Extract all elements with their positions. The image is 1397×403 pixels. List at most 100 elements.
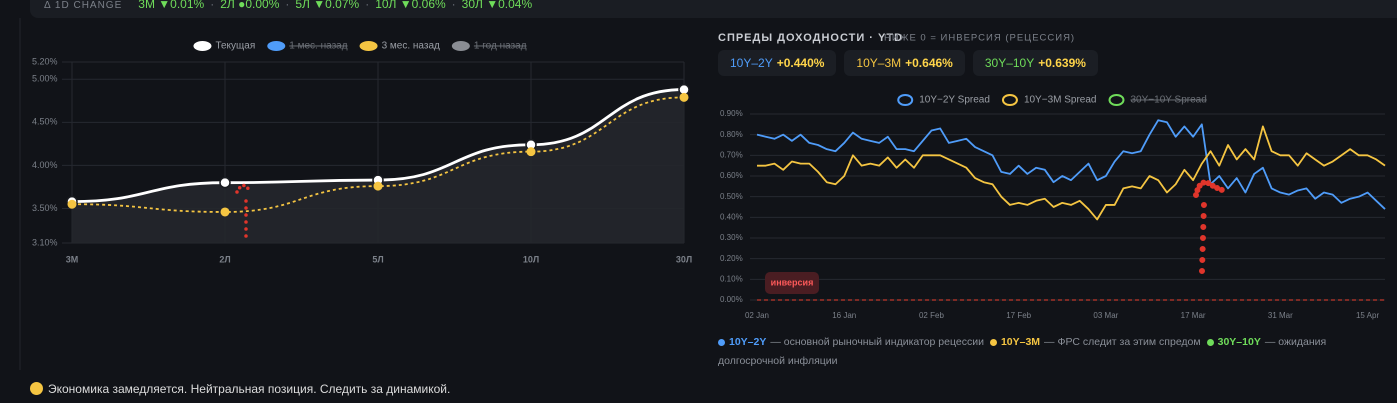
change-items: 3М ▼0.01% · 2Л ●0.00% · 5Л ▼0.07% · 10Л ▼0.06%…: [138, 0, 532, 11]
annotation-arrow: [1199, 200, 1207, 274]
legend-label: 1 год назад: [474, 41, 527, 52]
change-item: 2Л ●0.00%: [220, 0, 279, 11]
note-text: — ФРС следит за этим спредом: [1044, 336, 1201, 348]
x-tick-label: 17 Feb: [1006, 311, 1031, 320]
annotation-arrow: [235, 183, 251, 194]
badge: 10Y–3M +0.646%: [844, 50, 965, 76]
x-tick-label: 31 Mar: [1268, 311, 1293, 320]
y-tick-label: 3.10%: [32, 237, 58, 247]
note-dot: [1206, 338, 1214, 346]
badge: 10Y–2Y +0.440%: [718, 50, 837, 76]
y-tick-label: 0.30%: [720, 233, 743, 242]
change: ▼0.01%: [158, 0, 205, 11]
y-tick-label: 0.10%: [720, 274, 743, 283]
y-tick-label: 4.50%: [32, 117, 58, 127]
change-item: 3М ▼0.01%: [138, 0, 204, 11]
y-tick-label: 0.80%: [720, 130, 743, 139]
legend-icon: [267, 41, 286, 51]
annotation-box: [765, 272, 819, 294]
badge-label: 10Y–2Y: [730, 56, 773, 70]
note-text: — основной рыночный индикатор рецессии: [770, 336, 984, 348]
status-text: Экономика замедляется. Нейтральная позиц…: [48, 382, 451, 396]
y-tick-label: 0.70%: [720, 150, 743, 159]
change: ●0.00%: [238, 0, 280, 11]
badge-value: +0.639%: [1038, 56, 1086, 70]
x-tick-label: 5Л: [372, 254, 383, 264]
legend-label: 3 мес. назад: [382, 41, 440, 52]
point: [526, 147, 536, 157]
legend-label: 30Y−10Y Spread: [1131, 95, 1207, 106]
y-tick-label: 4.00%: [32, 160, 58, 170]
tenor: 2Л: [220, 0, 235, 11]
area-fill: [72, 89, 684, 243]
y-tick-label: 0.40%: [720, 212, 743, 221]
point: [220, 207, 230, 217]
x-tick-label: 03 Mar: [1093, 311, 1118, 320]
note-dot: [989, 338, 997, 346]
note-label: 30Y–10Y: [1217, 336, 1261, 348]
badge-label: 30Y–10Y: [984, 56, 1035, 70]
tenor: 30Л: [461, 0, 483, 11]
point: [373, 181, 383, 191]
x-tick-label: 17 Mar: [1181, 311, 1206, 320]
y-tick-label: 5.00%: [32, 74, 58, 84]
annotation-label: инверсия: [771, 277, 814, 287]
y-tick-label: 0.60%: [720, 171, 743, 180]
note-label: 10Y–3M: [1000, 336, 1041, 348]
change-item: 30Л ▼0.04%: [462, 0, 532, 11]
status: Экономика замедляется. Нейтральная позиц…: [30, 382, 450, 396]
series-line: [756, 119, 1386, 210]
badge-value: +0.440%: [776, 56, 825, 70]
spread-chart: 0.00% 0.10% 0.20% 0.30% 0.40% 0.50% 0.60% 0.70%…: [720, 94, 1386, 320]
x-tick-label: 02 Feb: [919, 311, 944, 320]
annotation-scribble: [235, 179, 1225, 274]
series-line: [757, 125, 1386, 221]
note-text: — ожидания долгосрочной инфляции: [718, 336, 1327, 367]
note: 10Y–2Y — основной рыночный индикатор реце…: [718, 336, 984, 348]
x-tick-label: 3М: [66, 254, 79, 264]
point: [679, 92, 689, 102]
legend-icon: [1108, 94, 1125, 106]
spread-subtitle: НИЖЕ 0 = ИНВЕРСИЯ (РЕЦЕССИЯ): [884, 33, 1075, 44]
separator: ·: [365, 0, 370, 11]
legend-icon: [897, 94, 914, 106]
tenor: 3М: [138, 0, 155, 11]
badge-label: 10Y–3M: [856, 56, 902, 70]
x-tick-label: 10Л: [523, 254, 539, 264]
legend-icon: [359, 41, 378, 51]
point: [219, 176, 231, 189]
y-tick-label: 0.90%: [720, 109, 743, 118]
legend: Текущая 1 мес. назад 3 мес. назад 1 год наз…: [193, 41, 527, 52]
x-tick-label: 16 Jan: [832, 311, 856, 320]
note-label: 10Y–2Y: [729, 336, 767, 348]
separator: ·: [451, 0, 456, 11]
change: ▼0.06%: [399, 0, 446, 11]
x-tick-label: 15 Apr: [1356, 311, 1379, 320]
change: ▼0.07%: [313, 0, 360, 11]
change-item: 10Л ▼0.06%: [375, 0, 445, 11]
spread-notes: 10Y–2Y — основной рыночный индикатор реце…: [718, 333, 1368, 371]
top-bar: Δ 1D CHANGE 3М ▼0.01% · 2Л ●0.00% · 5Л ▼0.07%…: [30, 0, 1397, 18]
legend-icon: [451, 41, 470, 51]
x-tick-label: 30Л: [676, 254, 692, 264]
spread-title: СПРЕДЫ ДОХОДНОСТИ · YTD: [718, 32, 903, 44]
note: 10Y–3M — ФРС следит за этим спредом: [989, 336, 1201, 348]
top-bar-label: Δ 1D CHANGE: [44, 0, 123, 11]
yield-curve-chart: 3.10% 3.50% 4.00% 4.50% 5.00% 5.20% 3М 2Л 5Л 10Л 3…: [32, 41, 692, 265]
y-tick-label: 0.50%: [720, 192, 743, 201]
legend-icon: [1001, 94, 1018, 106]
badge-value: +0.646%: [905, 56, 953, 70]
tenor: 10Л: [375, 0, 397, 11]
tenor: 5Л: [295, 0, 310, 11]
x-tick-label: 02 Jan: [745, 311, 769, 320]
change: ▼0.04%: [486, 0, 533, 11]
legend-label: 10Y−3M Spread: [1024, 95, 1097, 106]
legend-icon: [193, 41, 212, 51]
status-dot: [30, 382, 43, 395]
series-line: [71, 96, 685, 213]
x-tick-label: 2Л: [219, 254, 230, 264]
change-item: 5Л ▼0.07%: [295, 0, 359, 11]
